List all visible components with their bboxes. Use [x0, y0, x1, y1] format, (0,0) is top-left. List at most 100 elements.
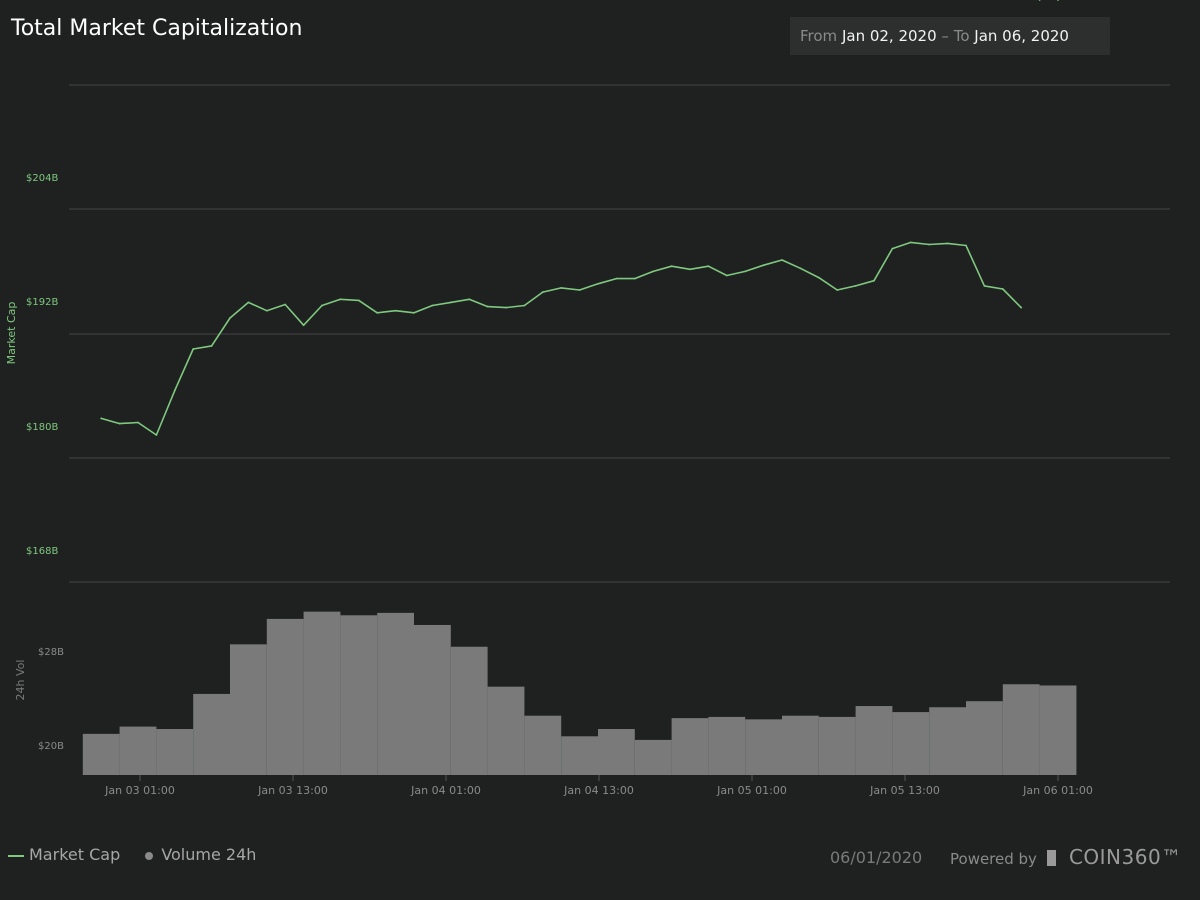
- volume-bar: [414, 624, 451, 775]
- range-separator: –: [941, 27, 949, 45]
- x-tick-label: Jan 06 01:00: [1022, 784, 1093, 797]
- volume-bar: [929, 707, 966, 775]
- market-cap-data-point: [615, 277, 618, 280]
- volume-bar: [671, 718, 709, 775]
- market-cap-data-point: [431, 304, 434, 307]
- volume-bar: [782, 715, 819, 775]
- volume-bar: [266, 618, 304, 775]
- x-tick-label: Jan 05 01:00: [716, 784, 787, 797]
- market-cap-y-tick: $192B: [26, 297, 58, 308]
- volume-bar: [745, 719, 782, 775]
- volume-bar: [82, 733, 120, 775]
- legend-volume[interactable]: Volume 24h: [161, 845, 257, 864]
- volume-y-tick: $20B: [38, 741, 64, 752]
- market-cap-data-point: [836, 289, 839, 291]
- x-tick-label: Jan 04 01:00: [410, 784, 481, 797]
- coin360-logo-icon: [1046, 850, 1056, 866]
- market-cap-data-point: [873, 279, 875, 282]
- market-cap-data-point: [541, 291, 544, 293]
- range-from-label: From: [800, 27, 838, 45]
- volume-bar: [634, 739, 672, 775]
- market-cap-data-point: [100, 417, 103, 420]
- date-range-selector[interactable]: From Jan 02, 2020 – To Jan 06, 2020: [790, 17, 1110, 55]
- chart-legend: Market Cap Volume 24h: [8, 845, 256, 864]
- volume-bar: [230, 644, 267, 775]
- market-cap-data-point: [192, 348, 195, 350]
- volume-bar: [1039, 685, 1077, 775]
- x-tick-label: Jan 03 13:00: [257, 784, 328, 797]
- market-cap-data-point: [449, 301, 452, 304]
- market-cap-data-point: [597, 282, 599, 285]
- market-cap-data-point: [891, 247, 894, 250]
- volume-bar: [377, 612, 414, 775]
- volume-bar: [450, 646, 488, 775]
- market-cap-data-point: [781, 259, 783, 261]
- market-cap-data-point: [339, 298, 342, 301]
- volume-bar: [598, 729, 635, 775]
- market-cap-data-point: [689, 268, 691, 271]
- market-cap-data-point: [744, 270, 747, 273]
- range-from-value[interactable]: Jan 02, 2020: [841, 27, 937, 45]
- market-cap-data-point: [137, 421, 139, 424]
- market-cap-data-point: [505, 306, 507, 309]
- market-cap-data-point: [357, 299, 360, 302]
- market-cap-data-point: [946, 242, 949, 245]
- chart-title: Total Market Capitalization: [11, 16, 303, 41]
- market-cap-data-point: [799, 267, 802, 270]
- market-cap-data-point: [229, 317, 231, 319]
- volume-legend-dot-icon: [145, 851, 154, 860]
- market-cap-data-point: [1038, 0, 1041, 1]
- x-tick-label: Jan 04 13:00: [563, 784, 634, 797]
- legend-market-cap[interactable]: Market Cap: [29, 845, 121, 864]
- volume-bar: [524, 715, 562, 775]
- volume-y-tick: $28B: [38, 647, 64, 658]
- volume-axis-label: 24h Vol: [14, 660, 27, 701]
- coin360-brand: COIN360™: [1068, 845, 1182, 869]
- market-cap-data-point: [247, 301, 250, 304]
- market-cap-data-point: [633, 277, 636, 280]
- market-cap-data-point: [560, 287, 563, 289]
- volume-bar: [340, 615, 378, 775]
- market-cap-data-point: [762, 264, 765, 267]
- powered-by: Powered by COIN360™: [950, 845, 1182, 869]
- market-cap-data-point: [284, 303, 287, 306]
- market-cap-data-point: [302, 324, 305, 327]
- market-cap-data-point: [468, 298, 471, 301]
- volume-bar: [119, 726, 157, 775]
- market-cap-data-point: [670, 265, 673, 268]
- market-cap-data-point: [817, 276, 820, 279]
- volume-bar: [303, 611, 341, 775]
- volume-bar: [855, 706, 893, 775]
- market-cap-legend-line-icon: [8, 854, 24, 857]
- market-cap-data-point: [321, 304, 323, 307]
- market-cap-data-point: [909, 241, 912, 244]
- volume-bar: [818, 716, 856, 775]
- range-to-label: To: [953, 27, 970, 45]
- market-cap-data-point: [413, 311, 415, 314]
- market-cap-y-tick: $180B: [26, 422, 58, 433]
- market-cap-data-point: [1001, 288, 1004, 290]
- market-cap-data-point: [1020, 306, 1023, 309]
- volume-bar: [708, 716, 746, 775]
- market-cap-axis-label: Market Cap: [5, 302, 18, 365]
- volume-bar: [892, 712, 930, 775]
- market-cap-data-point: [707, 265, 710, 268]
- market-cap-data-point: [578, 289, 581, 291]
- market-cap-data-point: [652, 270, 655, 273]
- volume-bar: [193, 693, 230, 775]
- volume-bar: [487, 686, 525, 775]
- market-cap-data-point: [155, 434, 158, 436]
- x-tick-label: Jan 05 13:00: [869, 784, 940, 797]
- range-to-value[interactable]: Jan 06, 2020: [974, 27, 1069, 45]
- market-cap-data-point: [854, 284, 857, 287]
- market-cap-data-point: [725, 274, 728, 277]
- volume-bar: [1002, 684, 1040, 775]
- volume-bar: [561, 736, 598, 775]
- market-cap-data-point: [486, 305, 489, 308]
- market-cap-data-point: [210, 345, 213, 347]
- market-cap-data-point: [376, 311, 379, 314]
- market-cap-y-tick: $168B: [26, 546, 58, 557]
- market-cap-data-point: [928, 243, 931, 246]
- x-tick-label: Jan 03 01:00: [104, 784, 175, 797]
